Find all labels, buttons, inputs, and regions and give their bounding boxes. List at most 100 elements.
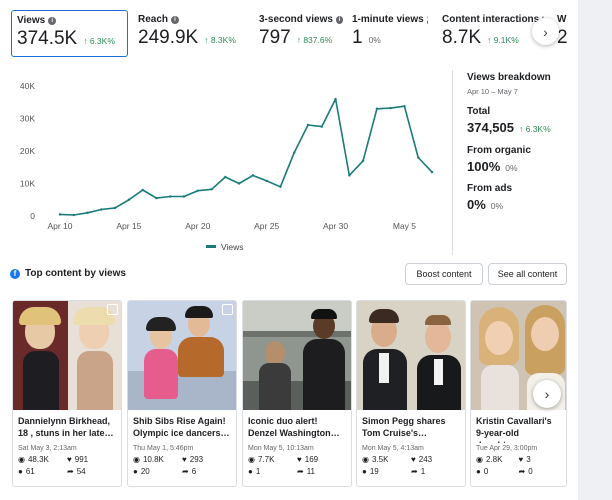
content-card-2[interactable]: Shib Sibs Rise Again! Olympic ice dancer… (127, 300, 237, 487)
see-all-content-button[interactable]: See all content (488, 263, 567, 285)
data-point (265, 179, 268, 183)
data-point (279, 185, 282, 188)
card-stats: ◉ 3.5K ♥ 243 ● 19 ➦ 1 (357, 452, 465, 476)
data-point (403, 104, 406, 108)
content-card-3[interactable]: Iconic duo alert! Denzel Washington… Mon… (242, 300, 352, 487)
card-comments: 1 (255, 467, 261, 476)
views-line-chart: 0 10K 20K 30K 40K Apr 10 Apr 15 Apr 20 Apr 25 Apr… (20, 81, 434, 252)
comment-icon: ● (248, 467, 253, 476)
legend-swatch (206, 245, 216, 248)
metric-delta: 0% (368, 35, 381, 45)
ads-label: From ads (467, 183, 513, 194)
metric-content-interactions[interactable]: Content interactionsi 8.7K↑ 9.1K% (437, 10, 544, 57)
x-tick-label: Apr 30 (323, 221, 348, 231)
data-point (361, 159, 365, 162)
organic-delta: 0% (505, 163, 518, 173)
metric-delta: ↑ 837.6% (296, 35, 333, 45)
share-icon: ➦ (182, 467, 189, 476)
card-title: Dannielynn Birkhead, 18 , stuns in her l… (18, 416, 114, 438)
data-point (293, 151, 296, 154)
heart-icon: ♥ (297, 455, 302, 464)
x-tick-label: Apr 10 (47, 221, 72, 231)
info-icon[interactable]: i (426, 15, 429, 24)
ads-delta: 0% (490, 201, 504, 211)
metric-truncated[interactable]: W 2 (552, 10, 576, 57)
data-point (320, 125, 323, 128)
eye-icon: ◉ (476, 455, 483, 464)
info-icon[interactable]: i (335, 15, 343, 24)
x-tick-label: Apr 15 (116, 221, 141, 231)
content-card-1[interactable]: Dannielynn Birkhead, 18 , stuns in her l… (12, 300, 122, 487)
metric-1-minute-views[interactable]: 1-minute views i 1 0% (347, 10, 433, 57)
breakdown-title: Views breakdown (467, 72, 551, 83)
chart-divider (452, 70, 453, 255)
total-delta: ↑ 6.3K% (519, 124, 551, 134)
cards-next-button[interactable]: › (533, 380, 561, 408)
data-point (430, 170, 434, 174)
card-stats: ◉ 10.8K ♥ 293 ● 20 ➦ 6 (128, 452, 236, 476)
share-icon: ➦ (67, 467, 74, 476)
content-card-5[interactable]: Kristin Cavallari's 9-year-old daughter…… (470, 300, 567, 487)
metric-delta: ↑ 6.3K% (83, 36, 115, 46)
data-point (251, 174, 255, 177)
metric-value: 374.5K (17, 28, 78, 49)
card-thumbnail (243, 301, 351, 410)
data-point (86, 211, 89, 214)
chevron-right-icon: › (544, 386, 550, 402)
card-views: 10.8K (142, 455, 164, 464)
top-content-title-text: Top content by views (25, 268, 126, 279)
card-comments: 20 (140, 467, 150, 476)
metric-value: 249.9K (138, 27, 199, 48)
total-value: 374,505 (467, 120, 514, 135)
heart-icon: ♥ (518, 455, 524, 464)
card-likes: 243 (418, 455, 433, 464)
series-line-views (59, 98, 433, 216)
metric-3-second-views[interactable]: 3-second views i 797 ↑ 837.6% (254, 10, 348, 57)
card-likes: 3 (526, 455, 531, 464)
comment-icon: ● (133, 467, 138, 476)
metric-value: 8.7K (442, 27, 482, 48)
data-point (334, 97, 337, 101)
metric-value: 1 (352, 27, 363, 48)
card-views: 3.5K (371, 455, 389, 464)
eye-icon: ◉ (248, 455, 255, 464)
organic-label: From organic (467, 145, 531, 156)
card-views: 48.3K (27, 455, 49, 464)
metric-label: 1-minute views (352, 14, 424, 25)
info-icon[interactable]: i (48, 16, 57, 25)
metric-reach[interactable]: Reach i 249.9K ↑ 8.3K% (133, 10, 251, 57)
y-tick-label: 0 (30, 211, 35, 221)
card-date: Mon May 5, 4:13am (362, 445, 424, 452)
gallery-icon (107, 304, 118, 315)
facebook-icon: f (10, 268, 20, 279)
y-tick-label: 30K (20, 114, 35, 124)
data-point (141, 188, 144, 192)
data-point (306, 123, 310, 127)
share-icon: ➦ (297, 467, 304, 476)
card-stats: ◉ 2.8K ♥ 3 ● 0 ➦ 0 (471, 452, 566, 476)
card-shares: 54 (76, 467, 86, 476)
x-tick-label: May 5 (393, 221, 416, 231)
card-thumbnail (357, 301, 465, 410)
y-tick-label: 10K (20, 179, 35, 189)
x-tick-label: Apr 25 (254, 221, 279, 231)
data-point (389, 106, 392, 110)
card-likes: 169 (304, 455, 319, 464)
metrics-next-button[interactable]: › (532, 18, 559, 45)
card-title: Kristin Cavallari's 9-year-old daughter… (476, 416, 552, 443)
data-point (100, 208, 103, 211)
breakdown-range: Apr 10 – May 7 (467, 87, 518, 96)
chevron-right-icon: › (543, 23, 548, 40)
metric-label: Reach (138, 14, 169, 25)
eye-icon: ◉ (18, 455, 25, 464)
metric-views[interactable]: Views i 374.5K ↑ 6.3K% (11, 10, 128, 57)
data-point (375, 107, 379, 110)
info-icon[interactable]: i (171, 15, 180, 24)
comment-icon: ● (18, 467, 23, 476)
card-stats: ◉ 48.3K ♥ 991 ● 61 ➦ 54 (13, 452, 121, 476)
data-point (169, 195, 172, 198)
boost-content-button[interactable]: Boost content (405, 263, 483, 285)
card-comments: 19 (369, 467, 379, 476)
card-title: Simon Pegg shares Tom Cruise's… (362, 416, 446, 438)
content-card-4[interactable]: Simon Pegg shares Tom Cruise's… Mon May … (356, 300, 466, 487)
